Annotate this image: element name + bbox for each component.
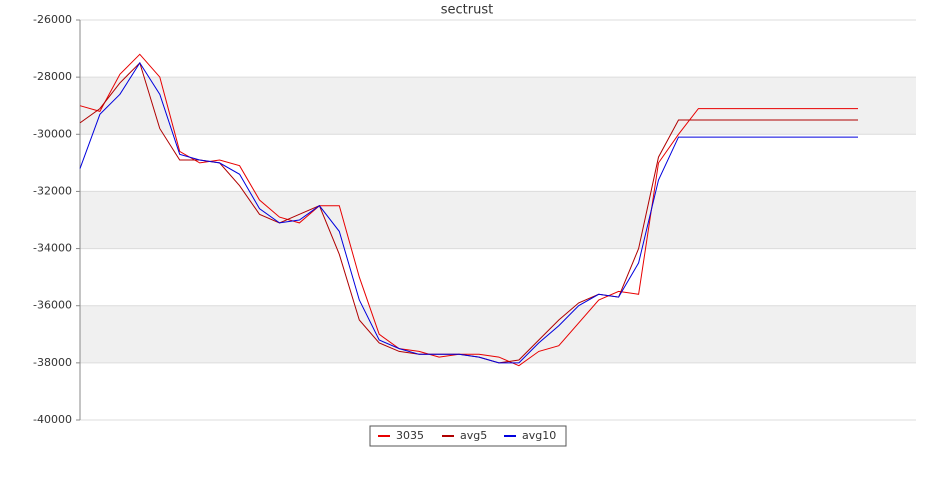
y-tick-label: -30000 — [33, 127, 72, 140]
y-tick-label: -26000 — [33, 13, 72, 26]
grid-band — [80, 305, 916, 363]
y-tick-label: -40000 — [33, 413, 72, 426]
y-tick-label: -34000 — [33, 242, 72, 255]
legend-label: 3035 — [396, 429, 424, 442]
legend-label: avg10 — [522, 429, 556, 442]
grid-band — [80, 191, 916, 249]
chart-title: sectrust — [441, 3, 493, 18]
y-tick-label: -28000 — [33, 70, 72, 83]
legend-label: avg5 — [460, 429, 487, 442]
y-tick-label: -38000 — [33, 356, 72, 369]
legend-box — [369, 425, 567, 447]
y-tick-label: -36000 — [33, 299, 72, 312]
data-line — [79, 61, 858, 364]
grid-band — [80, 77, 916, 135]
y-tick-label: -32000 — [33, 184, 72, 197]
